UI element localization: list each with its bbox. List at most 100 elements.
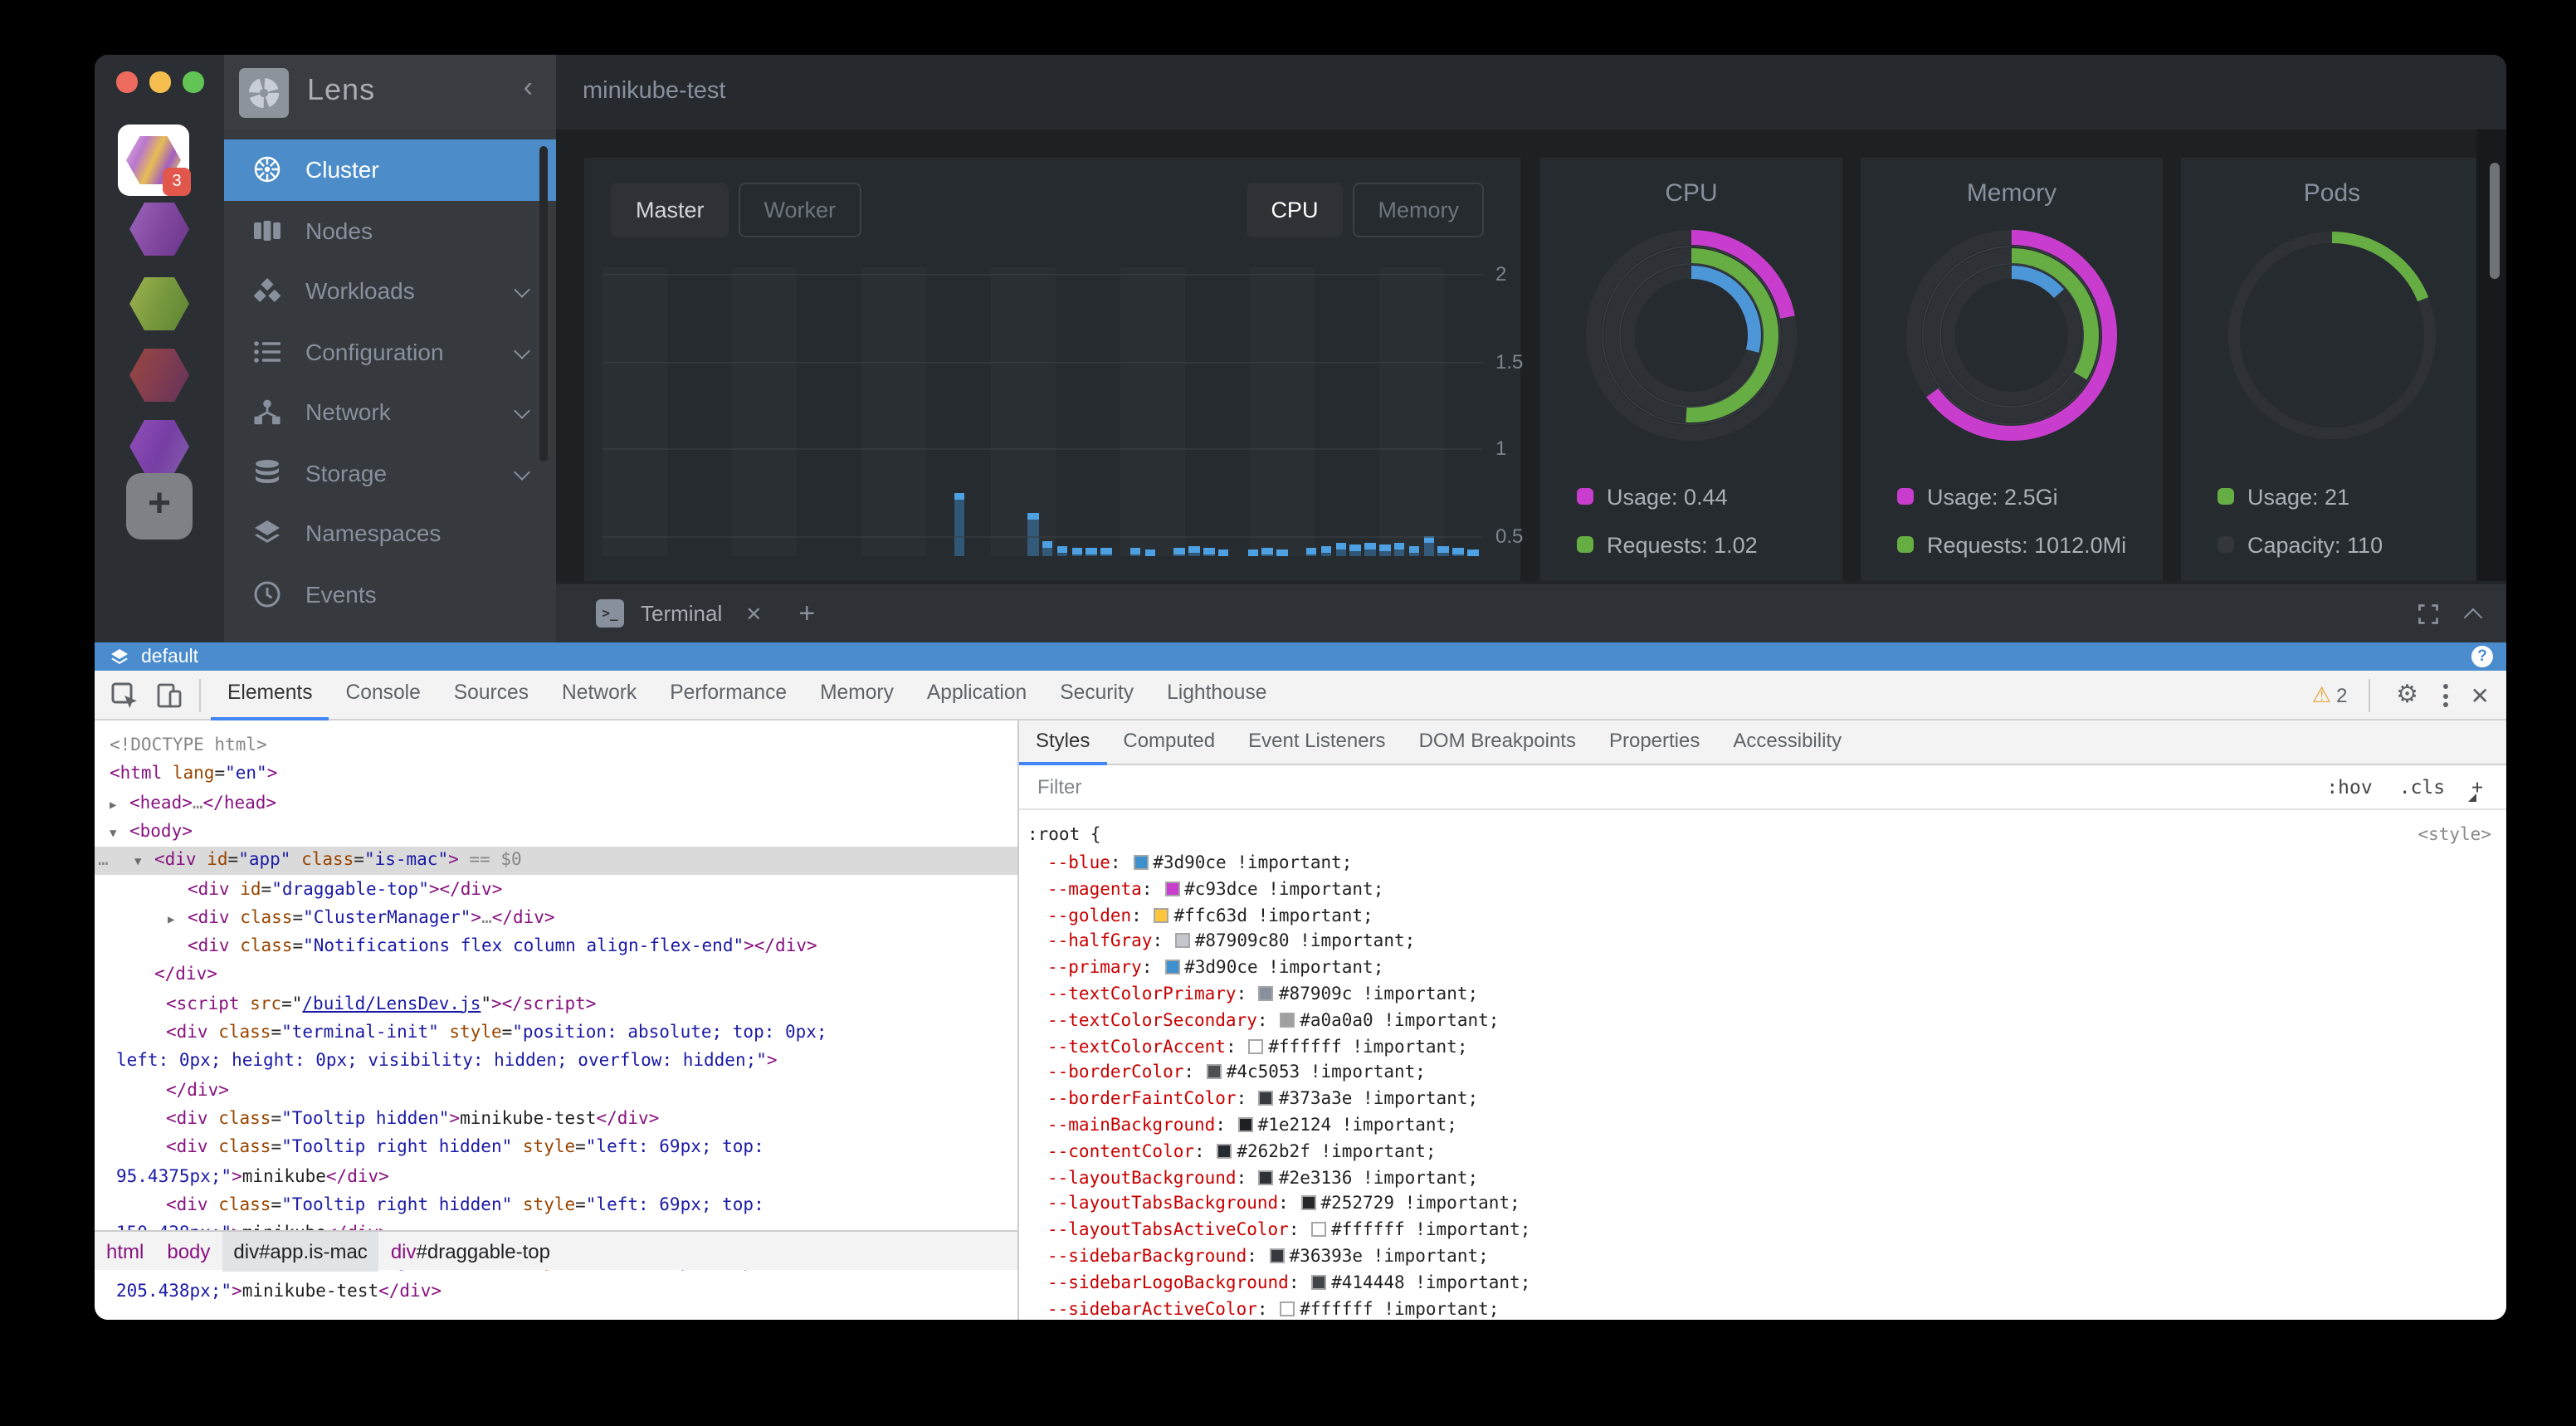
dom-tree-line[interactable]: <div class="Tooltip hidden">minikube-tes… [166,1108,660,1129]
sidebar-item-network[interactable]: Network [224,382,556,442]
close-terminal-icon[interactable]: ✕ [745,602,763,625]
close-window-button[interactable] [116,71,137,92]
collapsed-arrow-icon[interactable]: ▶ [110,798,117,812]
dom-tree-line[interactable]: <script src="/build/LensDev.js"></script… [166,994,597,1014]
color-swatch[interactable] [1269,1248,1285,1263]
breadcrumb-item[interactable]: div#app.is-mac [222,1231,379,1271]
namespace-label[interactable]: default [141,647,199,667]
css-declaration[interactable]: --layoutTabsBackground: #252729 !importa… [1047,1194,1520,1214]
cluster-icon-3[interactable] [129,277,189,330]
collapse-dock-icon[interactable] [2463,607,2483,627]
sidebar-item-configuration[interactable]: Configuration [224,321,556,382]
new-style-rule-button[interactable]: + [2468,775,2483,802]
color-swatch[interactable] [1258,1170,1274,1185]
color-swatch[interactable] [1164,881,1180,896]
css-declaration[interactable]: --textColorAccent: #ffffff !important; [1047,1037,1468,1057]
add-cluster-button[interactable]: + [126,473,193,540]
css-declaration[interactable]: --golden: #ffc63d !important; [1047,906,1373,926]
metric-memory-button[interactable]: Memory [1353,183,1484,237]
terminal-tab[interactable]: Terminal [641,601,723,626]
expand-terminal-icon[interactable] [2417,602,2440,625]
settings-gear-icon[interactable]: ⚙ [2396,681,2418,709]
dom-tree-line[interactable]: <div id="draggable-top"></div> [188,879,503,899]
css-declaration[interactable]: --layoutTabsActiveColor: #ffffff !import… [1047,1220,1531,1241]
tab-styles[interactable]: Styles [1019,720,1107,764]
color-swatch[interactable] [1280,1301,1295,1316]
dom-tree-line[interactable]: left: 0px; height: 0px; visibility: hidd… [116,1051,778,1072]
css-declaration[interactable]: --mainBackground: #1e2124 !important; [1047,1116,1457,1135]
warnings-badge[interactable]: ⚠ 2 [2311,682,2348,707]
expanded-arrow-icon[interactable]: ▼ [134,855,142,869]
tab-performance[interactable]: Performance [670,680,788,703]
color-swatch[interactable] [1248,1038,1264,1054]
zoom-window-button[interactable] [183,71,203,92]
cluster-icon-4[interactable] [129,349,189,402]
css-declaration[interactable]: --blue: #3d90ce !important; [1047,853,1353,873]
sidebar-item-storage[interactable]: Storage [224,442,556,503]
dashboard-scrollbar[interactable] [2490,163,2500,279]
color-swatch[interactable] [1311,1274,1327,1290]
dom-tree-line[interactable]: <div class="Tooltip right hidden" style=… [166,1137,764,1158]
metric-cpu-button[interactable]: CPU [1246,183,1344,237]
tab-lighthouse[interactable]: Lighthouse [1167,680,1267,703]
active-cluster-button[interactable]: 3 [118,125,191,196]
tab-event-listeners[interactable]: Event Listeners [1248,728,1386,751]
dom-tree-line[interactable]: <body> [129,821,193,842]
toggle-pseudo-state-button[interactable]: :hov [2326,775,2373,798]
device-toolbar-icon[interactable] [154,680,184,710]
css-declaration[interactable]: --textColorSecondary: #a0a0a0 !important… [1047,1010,1500,1031]
new-terminal-icon[interactable]: + [798,597,816,628]
help-icon[interactable]: ? [2471,646,2493,667]
tab-properties[interactable]: Properties [1608,728,1700,751]
css-declaration[interactable]: --halfGray: #87909c80 !important; [1047,931,1416,952]
breadcrumb-item[interactable]: html [106,1239,144,1262]
color-swatch[interactable] [1258,1091,1274,1106]
toggle-class-button[interactable]: .cls [2398,775,2446,798]
css-declaration[interactable]: --sidebarActiveColor: #ffffff !important… [1047,1299,1500,1320]
css-declaration[interactable]: --layoutBackground: #2e3136 !important; [1047,1168,1479,1189]
node-worker-button[interactable]: Worker [739,183,861,237]
dom-tree-line[interactable]: </div> [154,965,217,985]
cluster-icon-5[interactable] [129,420,189,473]
tab-computed[interactable]: Computed [1123,728,1216,751]
dom-tree-line[interactable]: <head>…</head> [129,793,277,813]
css-declaration[interactable]: --magenta: #c93dce !important; [1047,879,1384,900]
styles-filter-input[interactable] [1037,775,1535,798]
collapsed-arrow-icon[interactable]: ▶ [168,912,175,926]
tab-security[interactable]: Security [1060,680,1134,703]
color-swatch[interactable] [1154,907,1169,923]
color-swatch[interactable] [1206,1064,1222,1080]
more-options-icon[interactable] [2443,684,2449,707]
dom-gutter-ellipsis[interactable]: … [98,850,109,871]
css-declaration[interactable]: --borderColor: #4c5053 !important; [1047,1062,1426,1083]
css-selector[interactable]: :root { [1027,825,1101,845]
css-declaration[interactable]: --textColorPrimary: #87909c !important; [1047,984,1479,1004]
tab-dom-breakpoints[interactable]: DOM Breakpoints [1418,728,1576,751]
dom-tree-line[interactable]: 205.438px;">minikube-test</div> [116,1281,442,1301]
breadcrumb-item[interactable]: div#draggable-top [390,1239,550,1262]
sidebar-item-nodes[interactable]: Nodes [224,200,556,261]
tab-memory[interactable]: Memory [820,680,894,703]
sidebar-item-workloads[interactable]: Workloads [224,261,556,321]
cluster-icon-2[interactable] [129,203,189,256]
css-declaration[interactable]: --borderFaintColor: #373a3e !important; [1047,1089,1479,1110]
tab-sources[interactable]: Sources [453,680,529,703]
color-swatch[interactable] [1280,1012,1295,1028]
css-declaration[interactable]: --contentColor: #262b2f !important; [1047,1141,1437,1162]
dom-tree-line[interactable]: 95.4375px;">minikube</div> [116,1166,389,1186]
css-declaration[interactable]: --sidebarBackground: #36393e !important; [1047,1247,1489,1267]
tab-network[interactable]: Network [562,680,637,703]
color-swatch[interactable] [1133,855,1149,870]
color-swatch[interactable] [1311,1222,1327,1238]
node-master-button[interactable]: Master [611,183,729,237]
color-swatch[interactable] [1164,960,1180,975]
tab-application[interactable]: Application [926,680,1027,703]
tab-accessibility[interactable]: Accessibility [1733,728,1842,751]
sidebar-scrollbar[interactable] [539,146,548,461]
color-swatch[interactable] [1217,1143,1232,1159]
expanded-arrow-icon[interactable]: ▼ [110,826,117,840]
sidebar-item-cluster[interactable]: Cluster [224,139,556,200]
dom-tree-line[interactable]: <div class="Tooltip right hidden" style=… [166,1194,764,1215]
sidebar-item-namespaces[interactable]: Namespaces [224,503,556,564]
color-swatch[interactable] [1300,1195,1316,1211]
